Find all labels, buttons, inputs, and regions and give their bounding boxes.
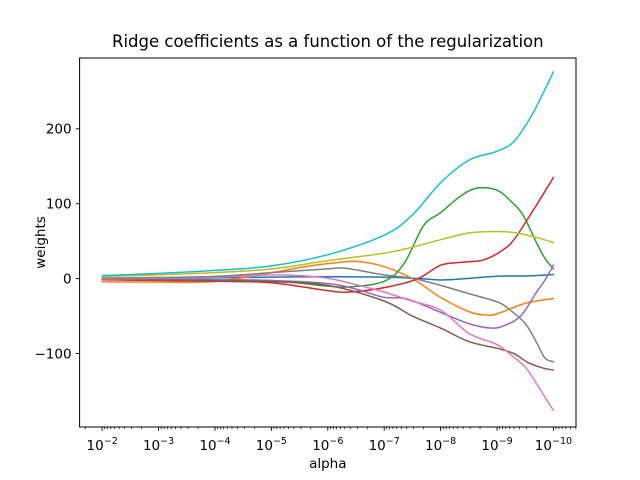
x-axis-label: alpha	[309, 456, 346, 472]
y-tick-label: 200	[46, 122, 72, 138]
plot-border	[79, 57, 577, 428]
x-tick-label: 10−5	[256, 436, 287, 454]
y-tick-label: 0	[63, 271, 72, 287]
series-line-coef-10-cyan	[101, 71, 555, 277]
x-tick-label: 10−8	[425, 436, 456, 454]
x-tick-label: 10−9	[481, 436, 512, 454]
x-tick-labels: 10−2 10−3 10−4 10−5 10−6 10−7 10−8 10−9 10−10	[87, 436, 572, 454]
x-tick-label: 10−3	[143, 436, 174, 454]
series-line-coef-7-pink	[101, 274, 555, 412]
y-tick-label: 100	[46, 197, 72, 213]
x-tick-label: 10−10	[535, 436, 572, 454]
axis-major-ticks	[75, 128, 554, 431]
x-tick-label: 10−6	[312, 436, 343, 454]
series-line-coef-8-gray	[101, 266, 555, 363]
y-tick-label: −100	[35, 346, 72, 362]
x-tick-label: 10−2	[87, 436, 118, 454]
chart-title: Ridge coefficients as a function of the …	[112, 32, 544, 51]
x-tick-label: 10−4	[199, 436, 230, 454]
x-tick-label: 10−7	[369, 436, 400, 454]
series-line-coef-6-brown	[101, 278, 555, 371]
series-lines	[101, 71, 555, 412]
y-tick-labels: −100 0 100 200	[35, 122, 72, 363]
series-line-coef-5-purple	[101, 264, 555, 329]
y-axis-label: weights	[33, 216, 49, 269]
series-line-coef-9-olive	[101, 230, 555, 278]
